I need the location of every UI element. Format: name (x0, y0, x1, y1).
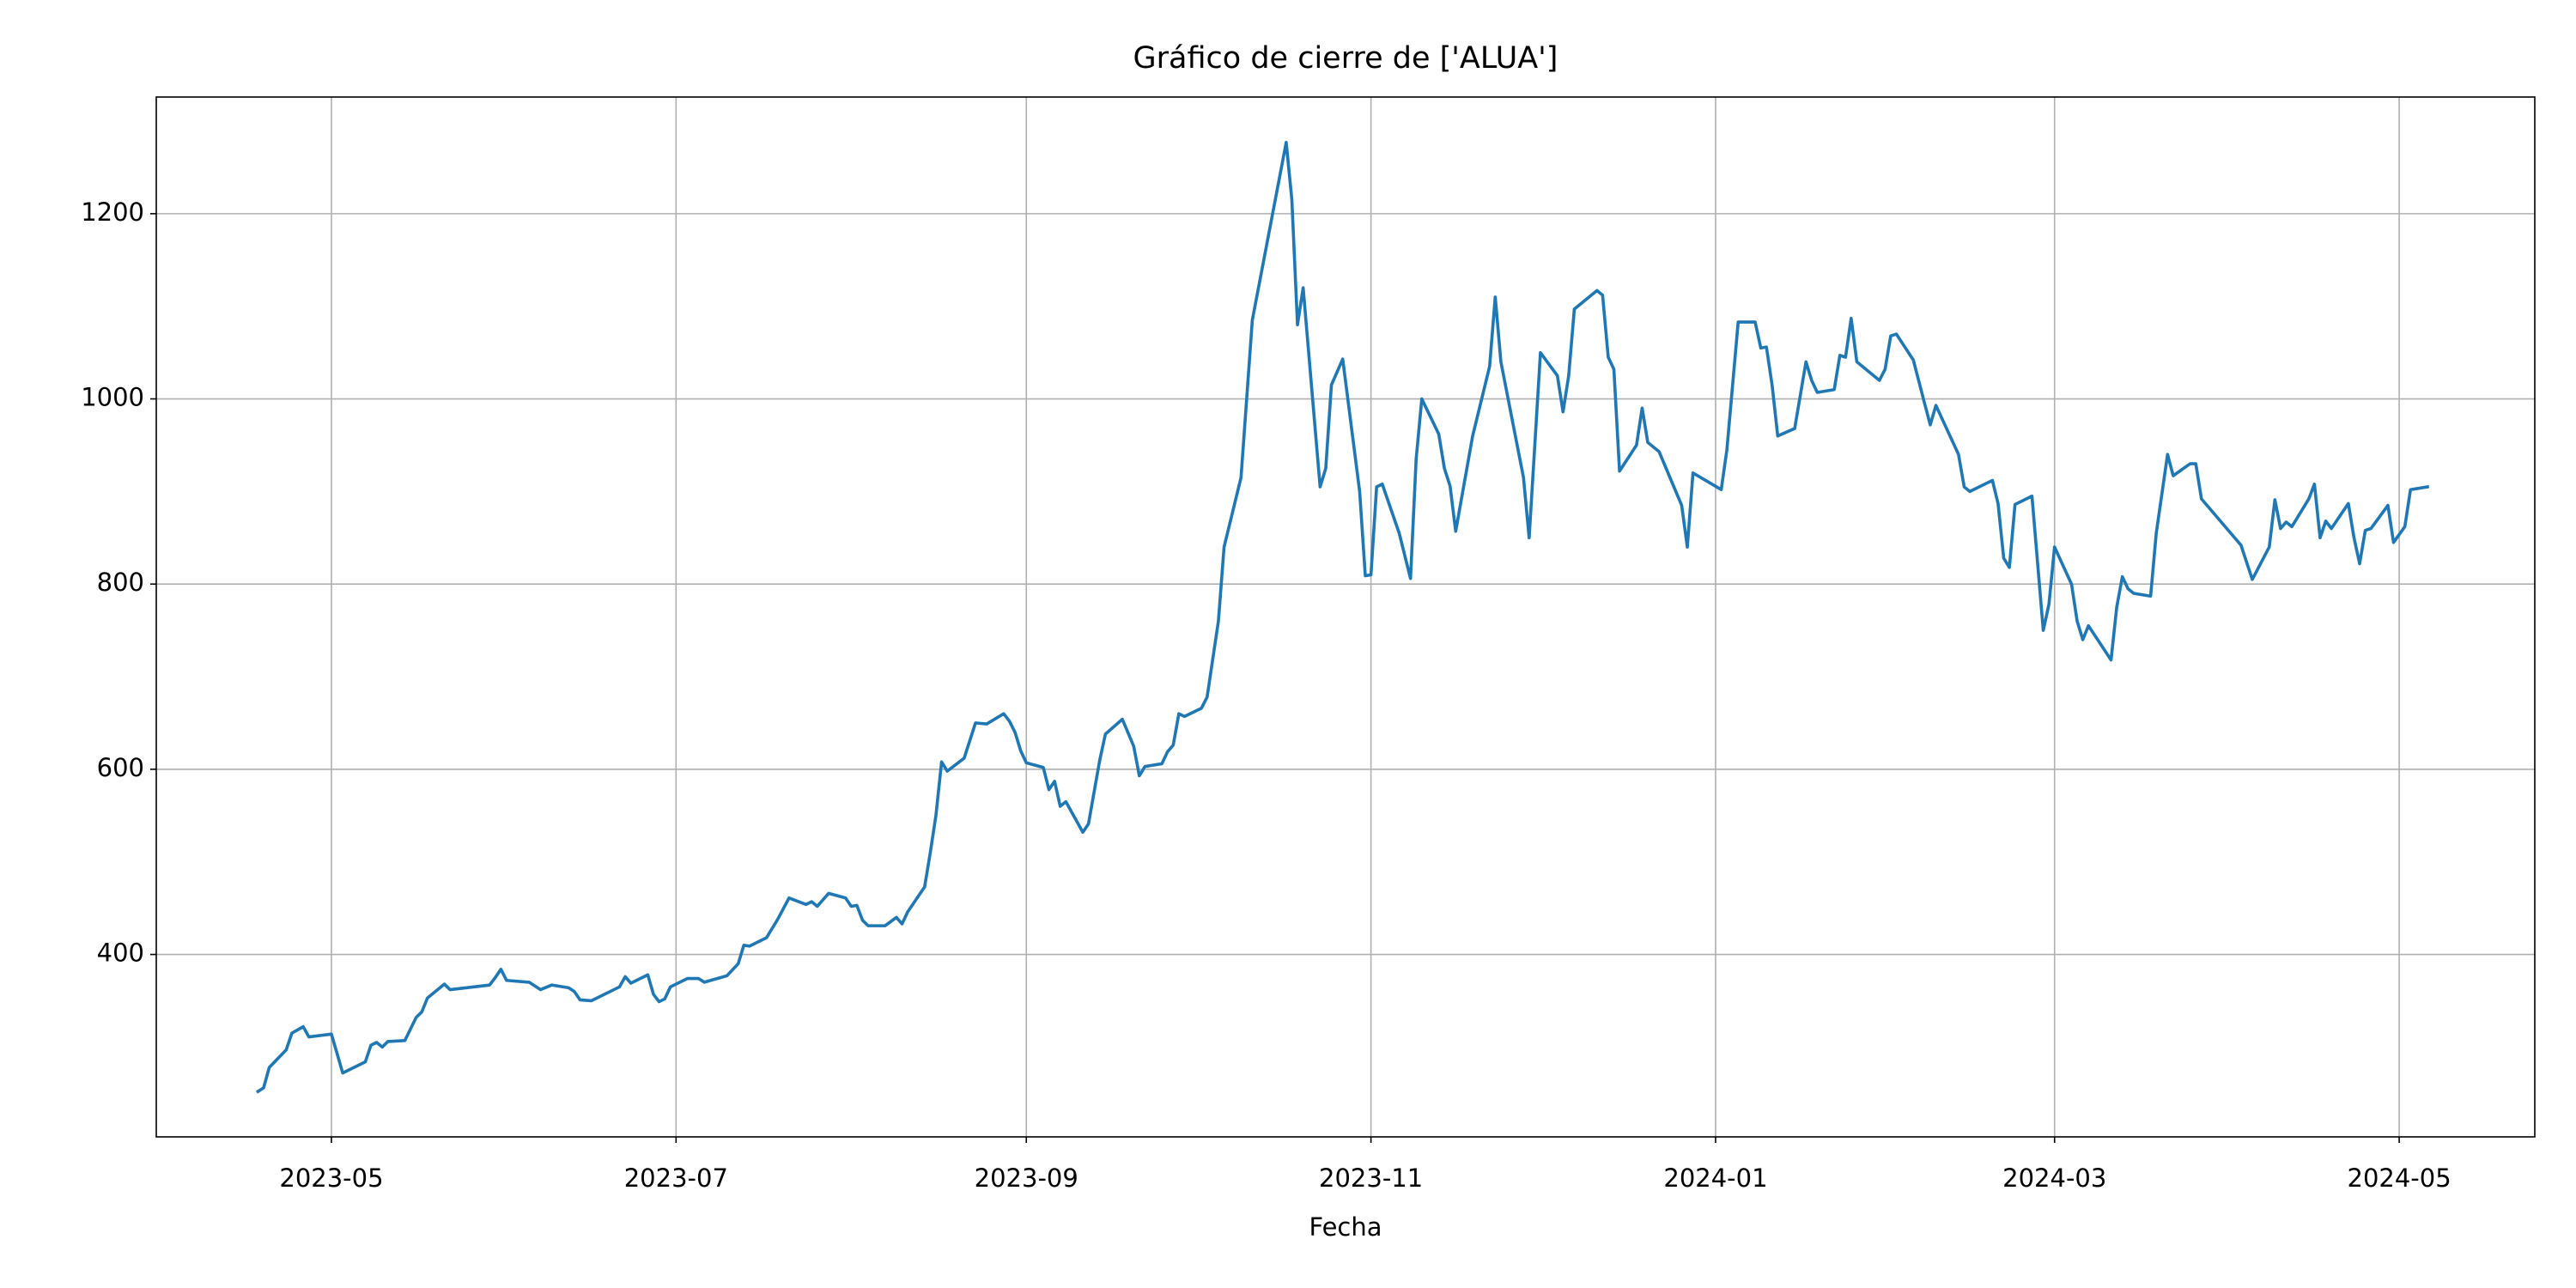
x-tick-label: 2023-07 (624, 1163, 728, 1193)
plot-frame (155, 96, 2536, 1138)
x-tick-label: 2024-01 (1663, 1163, 1767, 1193)
chart-title: Gráfico de cierre de ['ALUA'] (1133, 41, 1558, 76)
y-tick-label: 400 (97, 939, 144, 968)
y-tick-label: 800 (97, 568, 144, 597)
y-tick-label: 600 (97, 753, 144, 782)
x-tick-label: 2024-03 (2002, 1163, 2106, 1193)
x-axis-label: Fecha (1309, 1212, 1382, 1242)
y-tick-label: 1200 (81, 197, 144, 227)
x-tick-label: 2023-11 (1319, 1163, 1423, 1193)
x-tick-label: 2023-05 (279, 1163, 383, 1193)
y-tick-label: 1000 (81, 383, 144, 412)
x-tick-label: 2024-05 (2348, 1163, 2451, 1193)
line (255, 141, 2430, 1094)
x-tick-label: 2023-09 (975, 1163, 1078, 1193)
